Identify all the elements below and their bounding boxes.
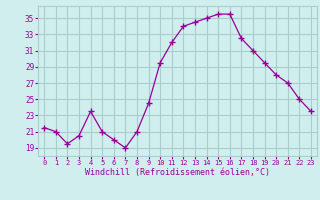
- X-axis label: Windchill (Refroidissement éolien,°C): Windchill (Refroidissement éolien,°C): [85, 168, 270, 177]
